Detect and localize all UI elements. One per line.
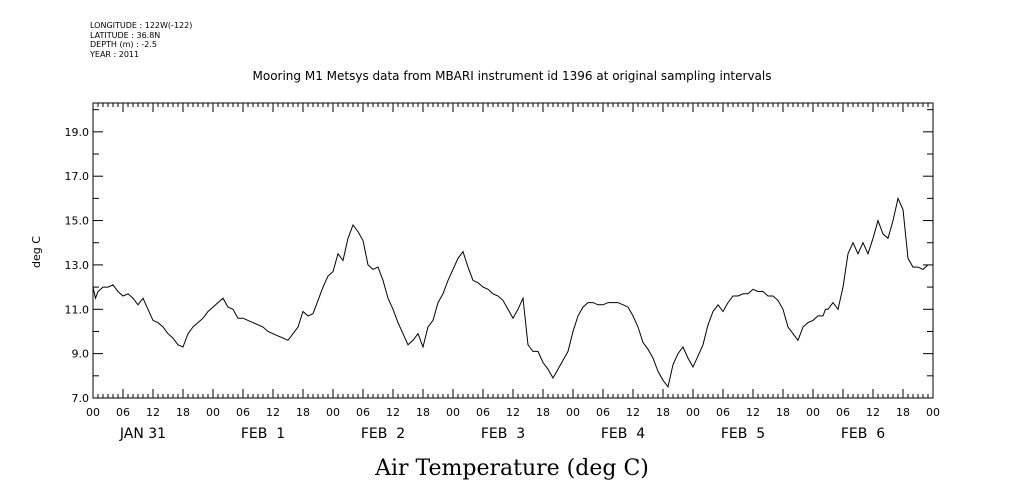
x-tick-label: 12 xyxy=(146,406,160,419)
y-tick-label: 11.0 xyxy=(65,303,90,316)
x-tick-label: 18 xyxy=(416,406,430,419)
x-tick-label: 12 xyxy=(626,406,640,419)
x-tick-label: 00 xyxy=(686,406,700,419)
y-tick-label: 13.0 xyxy=(65,259,90,272)
x-tick-label: 18 xyxy=(176,406,190,419)
x-tick-label: 00 xyxy=(86,406,100,419)
x-tick-label: 06 xyxy=(836,406,850,419)
x-tick-label: 06 xyxy=(356,406,370,419)
x-tick-label: 00 xyxy=(206,406,220,419)
depth-text: DEPTH (m) : -2.5 xyxy=(90,40,157,49)
x-tick-label: 06 xyxy=(476,406,490,419)
x-tick-label: 06 xyxy=(716,406,730,419)
day-label: FEB 3 xyxy=(481,426,525,442)
chart-caption: Air Temperature (deg C) xyxy=(374,456,649,481)
y-axis-label: deg C xyxy=(30,236,43,268)
chart-title: Mooring M1 Metsys data from MBARI instru… xyxy=(253,69,772,83)
day-label: FEB 5 xyxy=(721,426,765,442)
year-text: YEAR : 2011 xyxy=(90,49,140,59)
x-tick-label: 18 xyxy=(536,406,550,419)
y-tick-label: 7.0 xyxy=(72,392,90,405)
y-tick-label: 15.0 xyxy=(65,215,90,228)
x-tick-label: 00 xyxy=(926,406,940,419)
x-tick-label: 18 xyxy=(896,406,910,419)
y-tick-label: 9.0 xyxy=(72,348,90,361)
day-label: FEB 2 xyxy=(361,426,405,442)
x-tick-label: 12 xyxy=(386,406,400,419)
day-label: JAN 31 xyxy=(119,426,166,442)
x-tick-label: 12 xyxy=(506,406,520,419)
x-tick-label: 12 xyxy=(266,406,280,419)
day-label: FEB 6 xyxy=(841,426,885,442)
y-tick-label: 19.0 xyxy=(65,126,90,139)
x-tick-labels: 00 06 12 18 00 06 12 18 00 06 12 18 00 06 12 18 00 06 12 18… xyxy=(86,406,940,419)
x-tick-label: 18 xyxy=(656,406,670,419)
latitude-text: LATITUDE : 36.8N xyxy=(90,30,161,40)
x-tick-label: 18 xyxy=(296,406,310,419)
x-tick-label: 06 xyxy=(236,406,250,419)
x-tick-label: 12 xyxy=(866,406,880,419)
plot-frame xyxy=(92,102,934,399)
x-tick-label: 12 xyxy=(746,406,760,419)
x-tick-label: 00 xyxy=(806,406,820,419)
day-labels: JAN 31 FEB 1 FEB 2 FEB 3 FEB 4 FEB 5 FEB 6 xyxy=(119,426,885,442)
x-tick-label: 00 xyxy=(566,406,580,419)
x-tick-label: 00 xyxy=(446,406,460,419)
day-label: FEB 4 xyxy=(601,426,645,442)
metadata-block: LONGITUDE : 122W(-122) LATITUDE : 36.8N … xyxy=(90,21,192,59)
y-tick-labels: 7.0 9.0 11.0 13.0 15.0 17.0 19.0 xyxy=(65,126,90,405)
air-temperature-series-line xyxy=(92,196,929,389)
axis-ticks xyxy=(92,103,934,399)
day-label: FEB 1 xyxy=(241,426,285,442)
x-tick-label: 06 xyxy=(116,406,130,419)
longitude-text: LONGITUDE : 122W(-122) xyxy=(90,21,193,30)
x-tick-label: 18 xyxy=(776,406,790,419)
x-tick-label: 00 xyxy=(326,406,340,419)
y-tick-label: 17.0 xyxy=(65,170,90,183)
x-tick-label: 06 xyxy=(596,406,610,419)
